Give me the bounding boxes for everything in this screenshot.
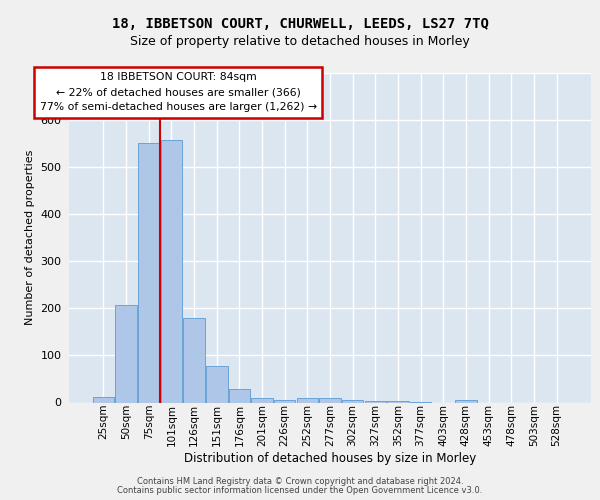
Bar — [342, 400, 364, 402]
X-axis label: Distribution of detached houses by size in Morley: Distribution of detached houses by size … — [184, 452, 476, 464]
Text: Contains public sector information licensed under the Open Government Licence v3: Contains public sector information licen… — [118, 486, 482, 495]
Bar — [138, 143, 160, 403]
Bar — [296, 398, 318, 402]
Y-axis label: Number of detached properties: Number of detached properties — [25, 150, 35, 325]
Text: Size of property relative to detached houses in Morley: Size of property relative to detached ho… — [130, 35, 470, 48]
Bar — [387, 400, 409, 402]
Text: 18, IBBETSON COURT, CHURWELL, LEEDS, LS27 7TQ: 18, IBBETSON COURT, CHURWELL, LEEDS, LS2… — [112, 18, 488, 32]
Bar — [319, 398, 341, 402]
Text: 18 IBBETSON COURT: 84sqm
← 22% of detached houses are smaller (366)
77% of semi-: 18 IBBETSON COURT: 84sqm ← 22% of detach… — [40, 72, 317, 112]
Bar — [161, 140, 182, 402]
Bar — [115, 305, 137, 402]
Bar — [455, 400, 476, 402]
Bar — [251, 398, 273, 402]
Bar — [365, 400, 386, 402]
Text: Contains HM Land Registry data © Crown copyright and database right 2024.: Contains HM Land Registry data © Crown c… — [137, 477, 463, 486]
Bar — [274, 400, 295, 402]
Bar — [93, 397, 114, 402]
Bar — [184, 318, 205, 402]
Bar — [206, 366, 227, 403]
Bar — [229, 390, 250, 402]
